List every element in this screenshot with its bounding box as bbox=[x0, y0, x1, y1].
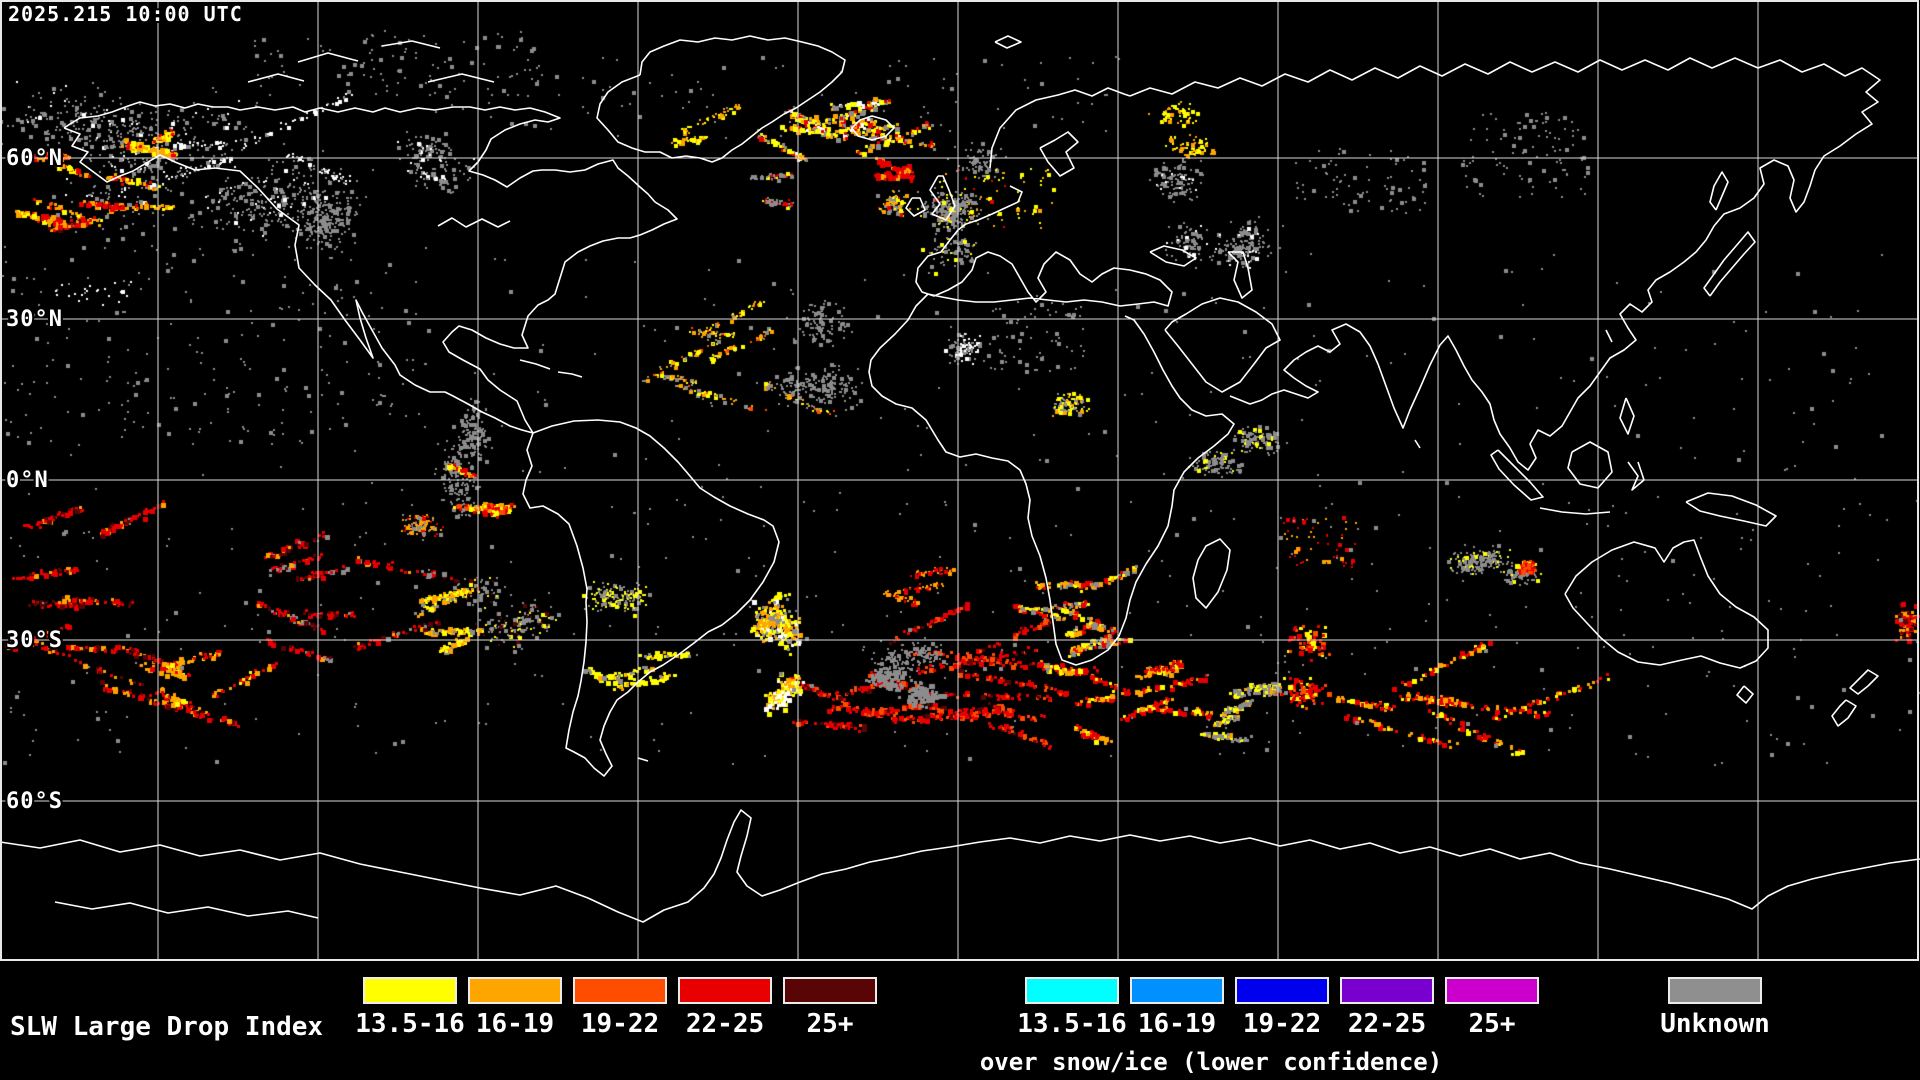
legend-swatch-label: 13.5-16 bbox=[355, 1009, 465, 1039]
legend-swatch-label: 25+ bbox=[806, 1009, 854, 1039]
legend-item-1619: 16-19 bbox=[468, 977, 562, 1037]
legend-swatch-label: 16-19 bbox=[1137, 1009, 1217, 1039]
legend-item-25+: 25+ bbox=[1445, 977, 1539, 1037]
legend-swatch-unknown bbox=[1668, 977, 1762, 1004]
legend-swatch bbox=[1445, 977, 1539, 1004]
legend-swatch bbox=[1025, 977, 1119, 1004]
map-frame-border bbox=[0, 0, 1919, 961]
world-map bbox=[0, 0, 1920, 961]
legend-item-2225: 22-25 bbox=[1340, 977, 1434, 1037]
legend-item-1619: 16-19 bbox=[1130, 977, 1224, 1037]
legend-item-unknown: Unknown bbox=[1660, 977, 1770, 1037]
legend-swatch bbox=[783, 977, 877, 1004]
latitude-label-60n: 60°N bbox=[6, 146, 63, 171]
legend-group-primary: 13.5-16 16-19 19-22 22-25 25+ bbox=[355, 977, 877, 1037]
legend-swatch-label: 25+ bbox=[1468, 1009, 1516, 1039]
legend-group-unknown: Unknown bbox=[1660, 977, 1770, 1037]
legend-swatch-label: 19-22 bbox=[580, 1009, 660, 1039]
legend-item-2225: 22-25 bbox=[678, 977, 772, 1037]
legend-item-1922: 19-22 bbox=[573, 977, 667, 1037]
legend-group-snow-ice: 13.5-16 16-19 19-22 22-25 25+ bbox=[1017, 977, 1539, 1037]
latitude-label-60s: 60°S bbox=[6, 789, 63, 814]
legend-swatch bbox=[1130, 977, 1224, 1004]
legend-swatch-label: 13.5-16 bbox=[1017, 1009, 1127, 1039]
slw-data-layer bbox=[0, 0, 1920, 963]
legend-swatch-label: 22-25 bbox=[685, 1009, 765, 1039]
legend-swatch bbox=[573, 977, 667, 1004]
latitude-label-0n: 0°N bbox=[6, 468, 49, 493]
legend-snow-ice-caption: over snow/ice (lower confidence) bbox=[979, 1048, 1443, 1076]
legend-item-13.516: 13.5-16 bbox=[1017, 977, 1127, 1037]
legend-swatch bbox=[363, 977, 457, 1004]
legend-item-13.516: 13.5-16 bbox=[355, 977, 465, 1037]
legend-swatch bbox=[1340, 977, 1434, 1004]
legend-item-1922: 19-22 bbox=[1235, 977, 1329, 1037]
legend-swatch-label: 22-25 bbox=[1347, 1009, 1427, 1039]
legend-label-unknown: Unknown bbox=[1660, 1009, 1770, 1039]
latitude-label-30s: 30°S bbox=[6, 628, 63, 653]
legend-swatch bbox=[468, 977, 562, 1004]
legend-title: SLW Large Drop Index bbox=[10, 1012, 324, 1042]
graticule-grid bbox=[2, 2, 1918, 960]
timestamp: 2025.215 10:00 UTC bbox=[8, 2, 243, 26]
legend-item-25+: 25+ bbox=[783, 977, 877, 1037]
legend-swatch-label: 19-22 bbox=[1242, 1009, 1322, 1039]
latitude-label-30n: 30°N bbox=[6, 307, 63, 332]
coastlines bbox=[0, 35, 1920, 923]
legend-swatch bbox=[1235, 977, 1329, 1004]
legend-swatch-label: 16-19 bbox=[475, 1009, 555, 1039]
legend-swatch bbox=[678, 977, 772, 1004]
